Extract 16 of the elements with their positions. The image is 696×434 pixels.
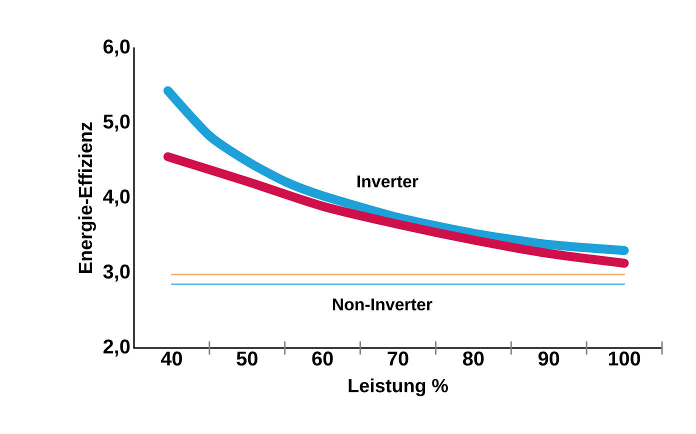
y-tick-label: 5,0 xyxy=(103,114,130,132)
x-tick-label: 70 xyxy=(388,352,408,366)
annotation: Non-Inverter xyxy=(332,298,432,310)
y-tick-label: 6,0 xyxy=(104,40,130,56)
x-tick-label: 50 xyxy=(236,352,258,366)
x-tick-label: 80 xyxy=(462,352,484,366)
x-axis-title: Leistung % xyxy=(348,378,448,396)
x-tick-label: 60 xyxy=(312,352,333,366)
annotation: Inverter xyxy=(358,176,418,188)
y-tick-label: 3,0 xyxy=(103,264,130,282)
y-tick-label: 4,0 xyxy=(103,190,130,206)
y-axis-title: Energie-Effizienz xyxy=(78,122,96,273)
x-tick-label: 90 xyxy=(538,352,560,366)
y-tick-label: 2,0 xyxy=(103,340,130,356)
x-tick-label: 100 xyxy=(608,352,640,366)
x-tick-label: 40 xyxy=(160,352,182,366)
